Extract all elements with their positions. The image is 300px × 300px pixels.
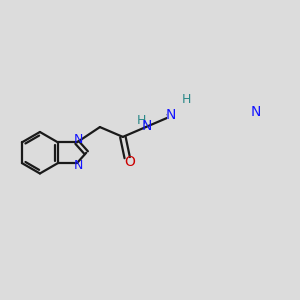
Text: N: N (74, 133, 83, 146)
Text: H: H (137, 114, 146, 127)
Text: N: N (251, 105, 261, 119)
Text: N: N (165, 108, 176, 122)
Text: H: H (182, 93, 191, 106)
Text: N: N (74, 159, 83, 172)
Text: N: N (142, 119, 152, 133)
Text: O: O (124, 155, 135, 169)
